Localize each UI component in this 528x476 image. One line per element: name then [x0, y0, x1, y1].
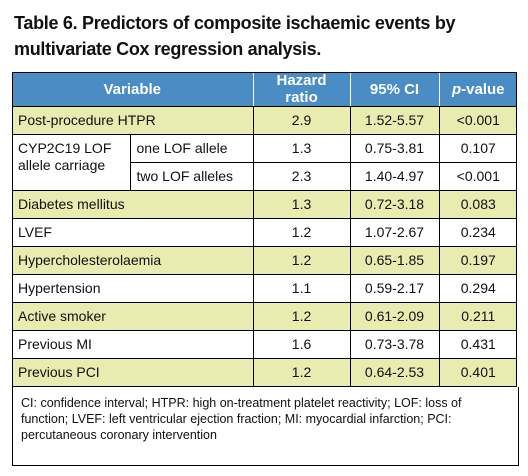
row-variable: Active smoker — [12, 302, 254, 331]
row-p: 0.083 — [439, 190, 518, 219]
header-p-italic: p — [452, 80, 462, 98]
table-row: two LOF alleles 2.3 1.40-4.97 <0.001 — [12, 162, 518, 191]
row-ci: 1.40-4.97 — [350, 162, 440, 191]
row-ci: 0.64-2.53 — [350, 358, 440, 387]
row-variable: CYP2C19 LOF allele carriage — [12, 134, 131, 191]
row-hr: 1.3 — [253, 190, 351, 219]
row-p: 0.107 — [439, 134, 518, 163]
row-variable: Previous MI — [12, 330, 254, 359]
row-hr: 2.3 — [253, 162, 351, 191]
header-variable: Variable — [12, 72, 254, 107]
header-p-suffix: -value — [461, 80, 505, 98]
row-ci: 0.65-1.85 — [350, 246, 440, 275]
row-variable: Previous PCI — [12, 358, 254, 387]
table-row: CYP2C19 LOF allele carriage one LOF alle… — [12, 134, 518, 191]
header-hazard-ratio: Hazard ratio — [253, 72, 351, 107]
table-row: Hypertension 1.1 0.59-2.17 0.294 — [12, 274, 518, 303]
row-ci: 1.07-2.67 — [350, 218, 440, 247]
row-hr: 1.6 — [253, 330, 351, 359]
row-ci: 0.75-3.81 — [350, 134, 440, 163]
row-ci: 0.61-2.09 — [350, 302, 440, 331]
row-p: <0.001 — [439, 162, 518, 191]
row-hr: 1.3 — [253, 134, 351, 163]
row-variable: Post-procedure HTPR — [12, 106, 254, 135]
table-row: Previous MI 1.6 0.73-3.78 0.431 — [12, 330, 518, 359]
table-title: Table 6. Predictors of composite ischaem… — [14, 13, 456, 59]
row-hr: 1.2 — [253, 302, 351, 331]
row-p: 0.234 — [439, 218, 518, 247]
table-row: Previous PCI 1.2 0.64-2.53 0.401 — [12, 358, 518, 387]
row-p: <0.001 — [439, 106, 518, 135]
row-p: 0.401 — [439, 358, 518, 387]
row-ci: 0.59-2.17 — [350, 274, 440, 303]
header-ci: 95% CI — [350, 72, 440, 107]
row-hr: 1.1 — [253, 274, 351, 303]
header-row: Variable Hazard ratio 95% CI p-value — [12, 72, 518, 107]
row-subvariable: one LOF allele — [130, 134, 254, 163]
table-row: Diabetes mellitus 1.3 0.72-3.18 0.083 — [12, 190, 518, 219]
table-row: Hypercholesterolaemia 1.2 0.65-1.85 0.19… — [12, 246, 518, 275]
row-hr: 1.2 — [253, 246, 351, 275]
row-ci: 1.52-5.57 — [350, 106, 440, 135]
row-ci: 0.73-3.78 — [350, 330, 440, 359]
table-footnote: CI: confidence interval; HTPR: high on-t… — [12, 387, 519, 466]
row-variable: Hypercholesterolaemia — [12, 246, 254, 275]
table-row: Post-procedure HTPR 2.9 1.52-5.57 <0.001 — [12, 106, 518, 135]
row-hr: 1.2 — [253, 358, 351, 387]
row-variable: Diabetes mellitus — [12, 190, 254, 219]
row-p: 0.211 — [439, 302, 518, 331]
header-p-value: p-value — [439, 72, 518, 107]
row-p: 0.197 — [439, 246, 518, 275]
row-ci: 0.72-3.18 — [350, 190, 440, 219]
row-p: 0.294 — [439, 274, 518, 303]
table-row: LVEF 1.2 1.07-2.67 0.234 — [12, 218, 518, 247]
table-row: Active smoker 1.2 0.61-2.09 0.211 — [12, 302, 518, 331]
row-variable: Hypertension — [12, 274, 254, 303]
row-p: 0.431 — [439, 330, 518, 359]
regression-table: Variable Hazard ratio 95% CI p-value Pos… — [12, 72, 518, 387]
row-hr: 1.2 — [253, 218, 351, 247]
row-hr: 2.9 — [253, 106, 351, 135]
row-variable: LVEF — [12, 218, 254, 247]
row-subvariable: two LOF alleles — [130, 162, 254, 191]
